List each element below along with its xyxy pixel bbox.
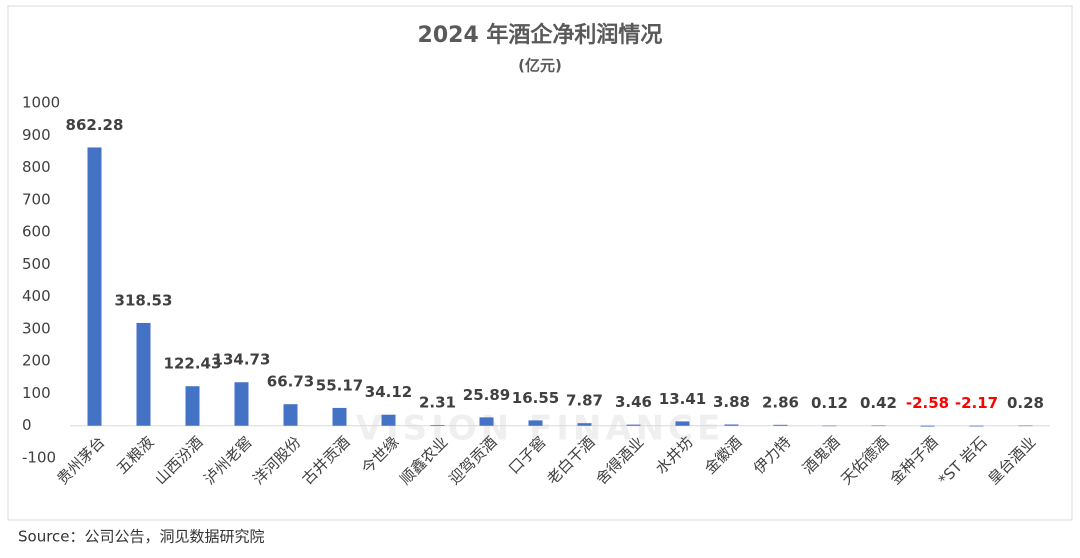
value-label: 0.28 bbox=[1007, 394, 1044, 412]
y-tick-label: 300 bbox=[22, 319, 51, 337]
x-tick-label: 贵州茅台 bbox=[53, 433, 108, 488]
bar bbox=[871, 425, 886, 427]
x-tick-label: *ST 岩石 bbox=[935, 433, 991, 489]
bar bbox=[283, 404, 298, 426]
value-label: 34.12 bbox=[365, 383, 412, 401]
x-tick-label: 洋河股份 bbox=[249, 433, 304, 488]
value-label: 13.41 bbox=[659, 390, 706, 408]
x-tick-label: 天佑德酒 bbox=[837, 433, 892, 488]
bar bbox=[136, 322, 151, 426]
chart-border bbox=[7, 5, 1073, 521]
x-tick-label: 金种子酒 bbox=[886, 433, 941, 488]
y-tick-label: 500 bbox=[22, 255, 51, 273]
value-label: 122.43 bbox=[164, 355, 222, 373]
bar bbox=[234, 382, 249, 426]
chart-title: 2024 年酒企净利润情况 bbox=[418, 22, 663, 48]
x-tick-label: 酒鬼酒 bbox=[799, 433, 844, 478]
value-label: 55.17 bbox=[316, 376, 363, 394]
bar bbox=[773, 424, 788, 426]
y-tick-label: 400 bbox=[22, 287, 51, 305]
y-tick-label: 600 bbox=[22, 223, 51, 241]
chart-subtitle: (亿元) bbox=[518, 57, 562, 75]
y-tick-label: 0 bbox=[22, 416, 32, 434]
bar bbox=[381, 414, 396, 426]
value-label: 2.31 bbox=[419, 393, 456, 411]
value-label: -2.17 bbox=[955, 394, 998, 412]
x-tick-label: 五粮液 bbox=[113, 433, 158, 478]
watermark: VISION FINANCE bbox=[356, 409, 725, 449]
x-tick-label: 伊力特 bbox=[750, 433, 795, 478]
value-label: 3.46 bbox=[615, 393, 652, 411]
bar bbox=[87, 147, 102, 426]
x-tick-label: 皇台酒业 bbox=[984, 433, 1039, 488]
bar bbox=[724, 424, 739, 426]
bar bbox=[332, 407, 347, 426]
value-label: 134.73 bbox=[213, 351, 271, 369]
value-label: 66.73 bbox=[267, 373, 314, 391]
value-label: 7.87 bbox=[566, 392, 603, 410]
bar bbox=[479, 417, 494, 426]
bar bbox=[675, 421, 690, 426]
y-tick-label: 700 bbox=[22, 190, 51, 208]
value-label: 318.53 bbox=[115, 291, 173, 309]
y-tick-label: 1000 bbox=[22, 94, 60, 112]
value-label: 2.86 bbox=[762, 393, 799, 411]
x-tick-label: 古井贡酒 bbox=[298, 433, 353, 488]
bar bbox=[1018, 425, 1033, 427]
y-tick-label: -100 bbox=[22, 449, 56, 467]
value-label: 862.28 bbox=[66, 116, 124, 134]
bar bbox=[185, 386, 200, 426]
value-label: 3.88 bbox=[713, 393, 750, 411]
bar bbox=[577, 423, 592, 426]
value-label: 0.12 bbox=[811, 394, 848, 412]
value-label: 0.42 bbox=[860, 394, 897, 412]
bar bbox=[626, 424, 641, 426]
x-tick-label: 山西汾酒 bbox=[151, 433, 206, 488]
value-label: 16.55 bbox=[512, 389, 559, 407]
bar bbox=[822, 425, 837, 427]
value-label: -2.58 bbox=[906, 394, 949, 412]
value-label: 25.89 bbox=[463, 386, 510, 404]
y-tick-label: 200 bbox=[22, 352, 51, 370]
y-tick-label: 100 bbox=[22, 384, 51, 402]
y-tick-label: 900 bbox=[22, 126, 51, 144]
bar bbox=[920, 425, 935, 427]
bar bbox=[969, 425, 984, 427]
y-tick-label: 800 bbox=[22, 158, 51, 176]
x-tick-label: 泸州老窖 bbox=[200, 433, 255, 488]
bar bbox=[430, 424, 445, 426]
source-note: Source：公司公告，洞见数据研究院 bbox=[18, 528, 265, 546]
bar bbox=[528, 420, 543, 426]
